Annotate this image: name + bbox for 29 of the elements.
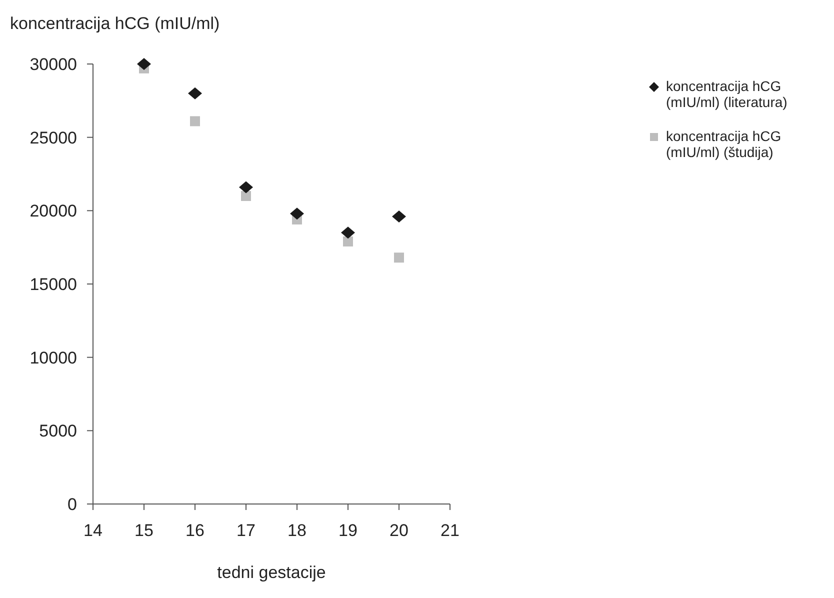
x-tick-label: 19 <box>338 521 358 540</box>
y-tick-label: 5000 <box>39 422 77 441</box>
point <box>290 208 304 220</box>
x-tick-label: 15 <box>134 521 154 540</box>
point <box>239 181 253 194</box>
point <box>392 210 406 223</box>
point <box>394 252 404 263</box>
x-tick-label: 21 <box>440 521 460 540</box>
y-tick-label: 25000 <box>30 128 77 148</box>
point <box>190 116 200 126</box>
point <box>343 236 353 246</box>
x-tick-label: 18 <box>288 521 306 540</box>
y-tick-label: 10000 <box>30 348 77 368</box>
y-axis-title: koncentracija hCG (mIU/ml) <box>10 14 220 34</box>
x-tick-label: 14 <box>84 521 102 540</box>
x-tick-label: 20 <box>390 521 408 540</box>
y-tick-label: 15000 <box>30 275 77 294</box>
legend-label: koncentracija hCG (mIU/ml) (študija) <box>666 128 782 160</box>
y-tick-label: 20000 <box>30 202 77 221</box>
legend-label: koncentracija hCG (mIU/ml) (literatura) <box>666 78 788 110</box>
y-tick-label: 30000 <box>30 55 77 74</box>
x-tick-label: 17 <box>236 521 256 540</box>
y-tick-label: 0 <box>68 495 77 514</box>
point <box>341 226 355 239</box>
point <box>137 58 151 70</box>
point <box>188 87 202 100</box>
x-tick-label: 16 <box>186 521 204 540</box>
point <box>241 191 251 201</box>
x-axis-title: tedni gestacije <box>217 563 326 582</box>
